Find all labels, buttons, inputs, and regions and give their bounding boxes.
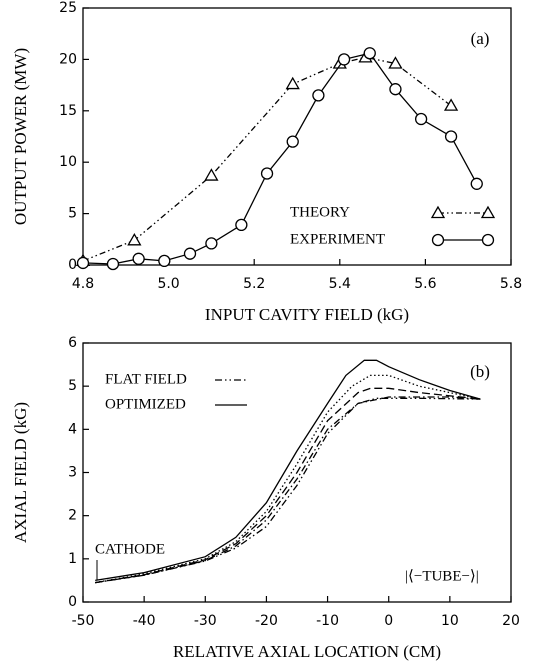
data-point <box>337 53 351 66</box>
legend-label: OPTIMIZED <box>105 396 186 412</box>
x-tick-label: -40 <box>133 613 156 629</box>
data-point <box>286 135 299 148</box>
data-point <box>285 76 300 90</box>
y-axis-label: AXIAL FIELD (kG) <box>11 402 30 543</box>
x-tick-label: 10 <box>441 613 459 629</box>
data-point <box>363 47 376 60</box>
series-line <box>82 52 478 265</box>
x-tick-label: 20 <box>502 613 520 629</box>
legend-label: EXPERIMENT <box>290 231 385 247</box>
x-tick-label: -50 <box>72 613 95 629</box>
x-tick-label: -10 <box>316 613 339 629</box>
panel-label: (a) <box>471 29 490 48</box>
x-tick-label: 5.8 <box>500 276 522 292</box>
series-line <box>82 56 452 262</box>
data-point <box>443 98 459 111</box>
x-axis-label: INPUT CAVITY FIELD (kG) <box>205 305 409 324</box>
series-line <box>95 396 481 584</box>
data-point <box>312 89 325 102</box>
data-point <box>470 177 483 190</box>
y-tick-label: 1 <box>68 551 77 567</box>
y-tick-label: 6 <box>68 335 77 351</box>
data-point <box>414 112 428 126</box>
y-axis-label: OUTPUT POWER (MW) <box>11 48 30 225</box>
annotation: CATHODE <box>95 541 165 557</box>
series-line <box>95 359 481 582</box>
plot-frame <box>82 7 512 266</box>
y-tick-label: 3 <box>68 465 77 481</box>
x-tick-label: 5.2 <box>243 276 265 292</box>
data-point <box>389 83 402 96</box>
legend-label: FLAT FIELD <box>105 371 187 387</box>
y-tick-label: 2 <box>68 508 77 524</box>
data-point <box>183 247 197 260</box>
y-tick-label: 5 <box>68 378 77 394</box>
data-point <box>76 256 90 270</box>
y-tick-label: 0 <box>68 257 77 273</box>
annotation: |⟨−TUBE−⟩| <box>405 568 479 584</box>
series-line <box>95 374 481 584</box>
data-point <box>235 218 248 232</box>
legend-marker <box>430 205 446 219</box>
x-tick-label: 5.0 <box>157 276 179 292</box>
data-point <box>132 252 145 265</box>
y-tick-label: 15 <box>59 103 77 119</box>
x-tick-label: 5.6 <box>414 276 436 292</box>
data-point <box>204 168 219 181</box>
data-point <box>106 257 120 271</box>
y-tick-label: 4 <box>68 421 77 437</box>
y-tick-label: 20 <box>59 51 77 67</box>
x-tick-label: 5.4 <box>329 276 351 292</box>
y-tick-label: 5 <box>68 206 77 222</box>
y-tick-label: 25 <box>59 0 77 16</box>
data-point <box>158 254 171 268</box>
data-point <box>205 237 218 250</box>
legend-label: THEORY <box>290 204 350 220</box>
y-tick-label: 10 <box>59 154 77 170</box>
x-tick-label: 0 <box>384 613 393 629</box>
panel-label: (b) <box>470 362 490 381</box>
legend-marker <box>480 205 496 219</box>
data-point <box>127 233 142 246</box>
x-tick-label: 4.8 <box>72 276 94 292</box>
data-point <box>388 56 403 69</box>
data-point <box>444 130 458 143</box>
x-axis-label: RELATIVE AXIAL LOCATION (CM) <box>173 642 441 661</box>
legend-marker <box>431 233 445 247</box>
x-tick-label: -30 <box>194 613 217 629</box>
x-tick-label: -20 <box>255 613 278 629</box>
data-point <box>260 167 274 180</box>
series-line <box>95 387 481 584</box>
y-tick-label: 0 <box>68 594 77 610</box>
legend-marker <box>481 233 495 247</box>
